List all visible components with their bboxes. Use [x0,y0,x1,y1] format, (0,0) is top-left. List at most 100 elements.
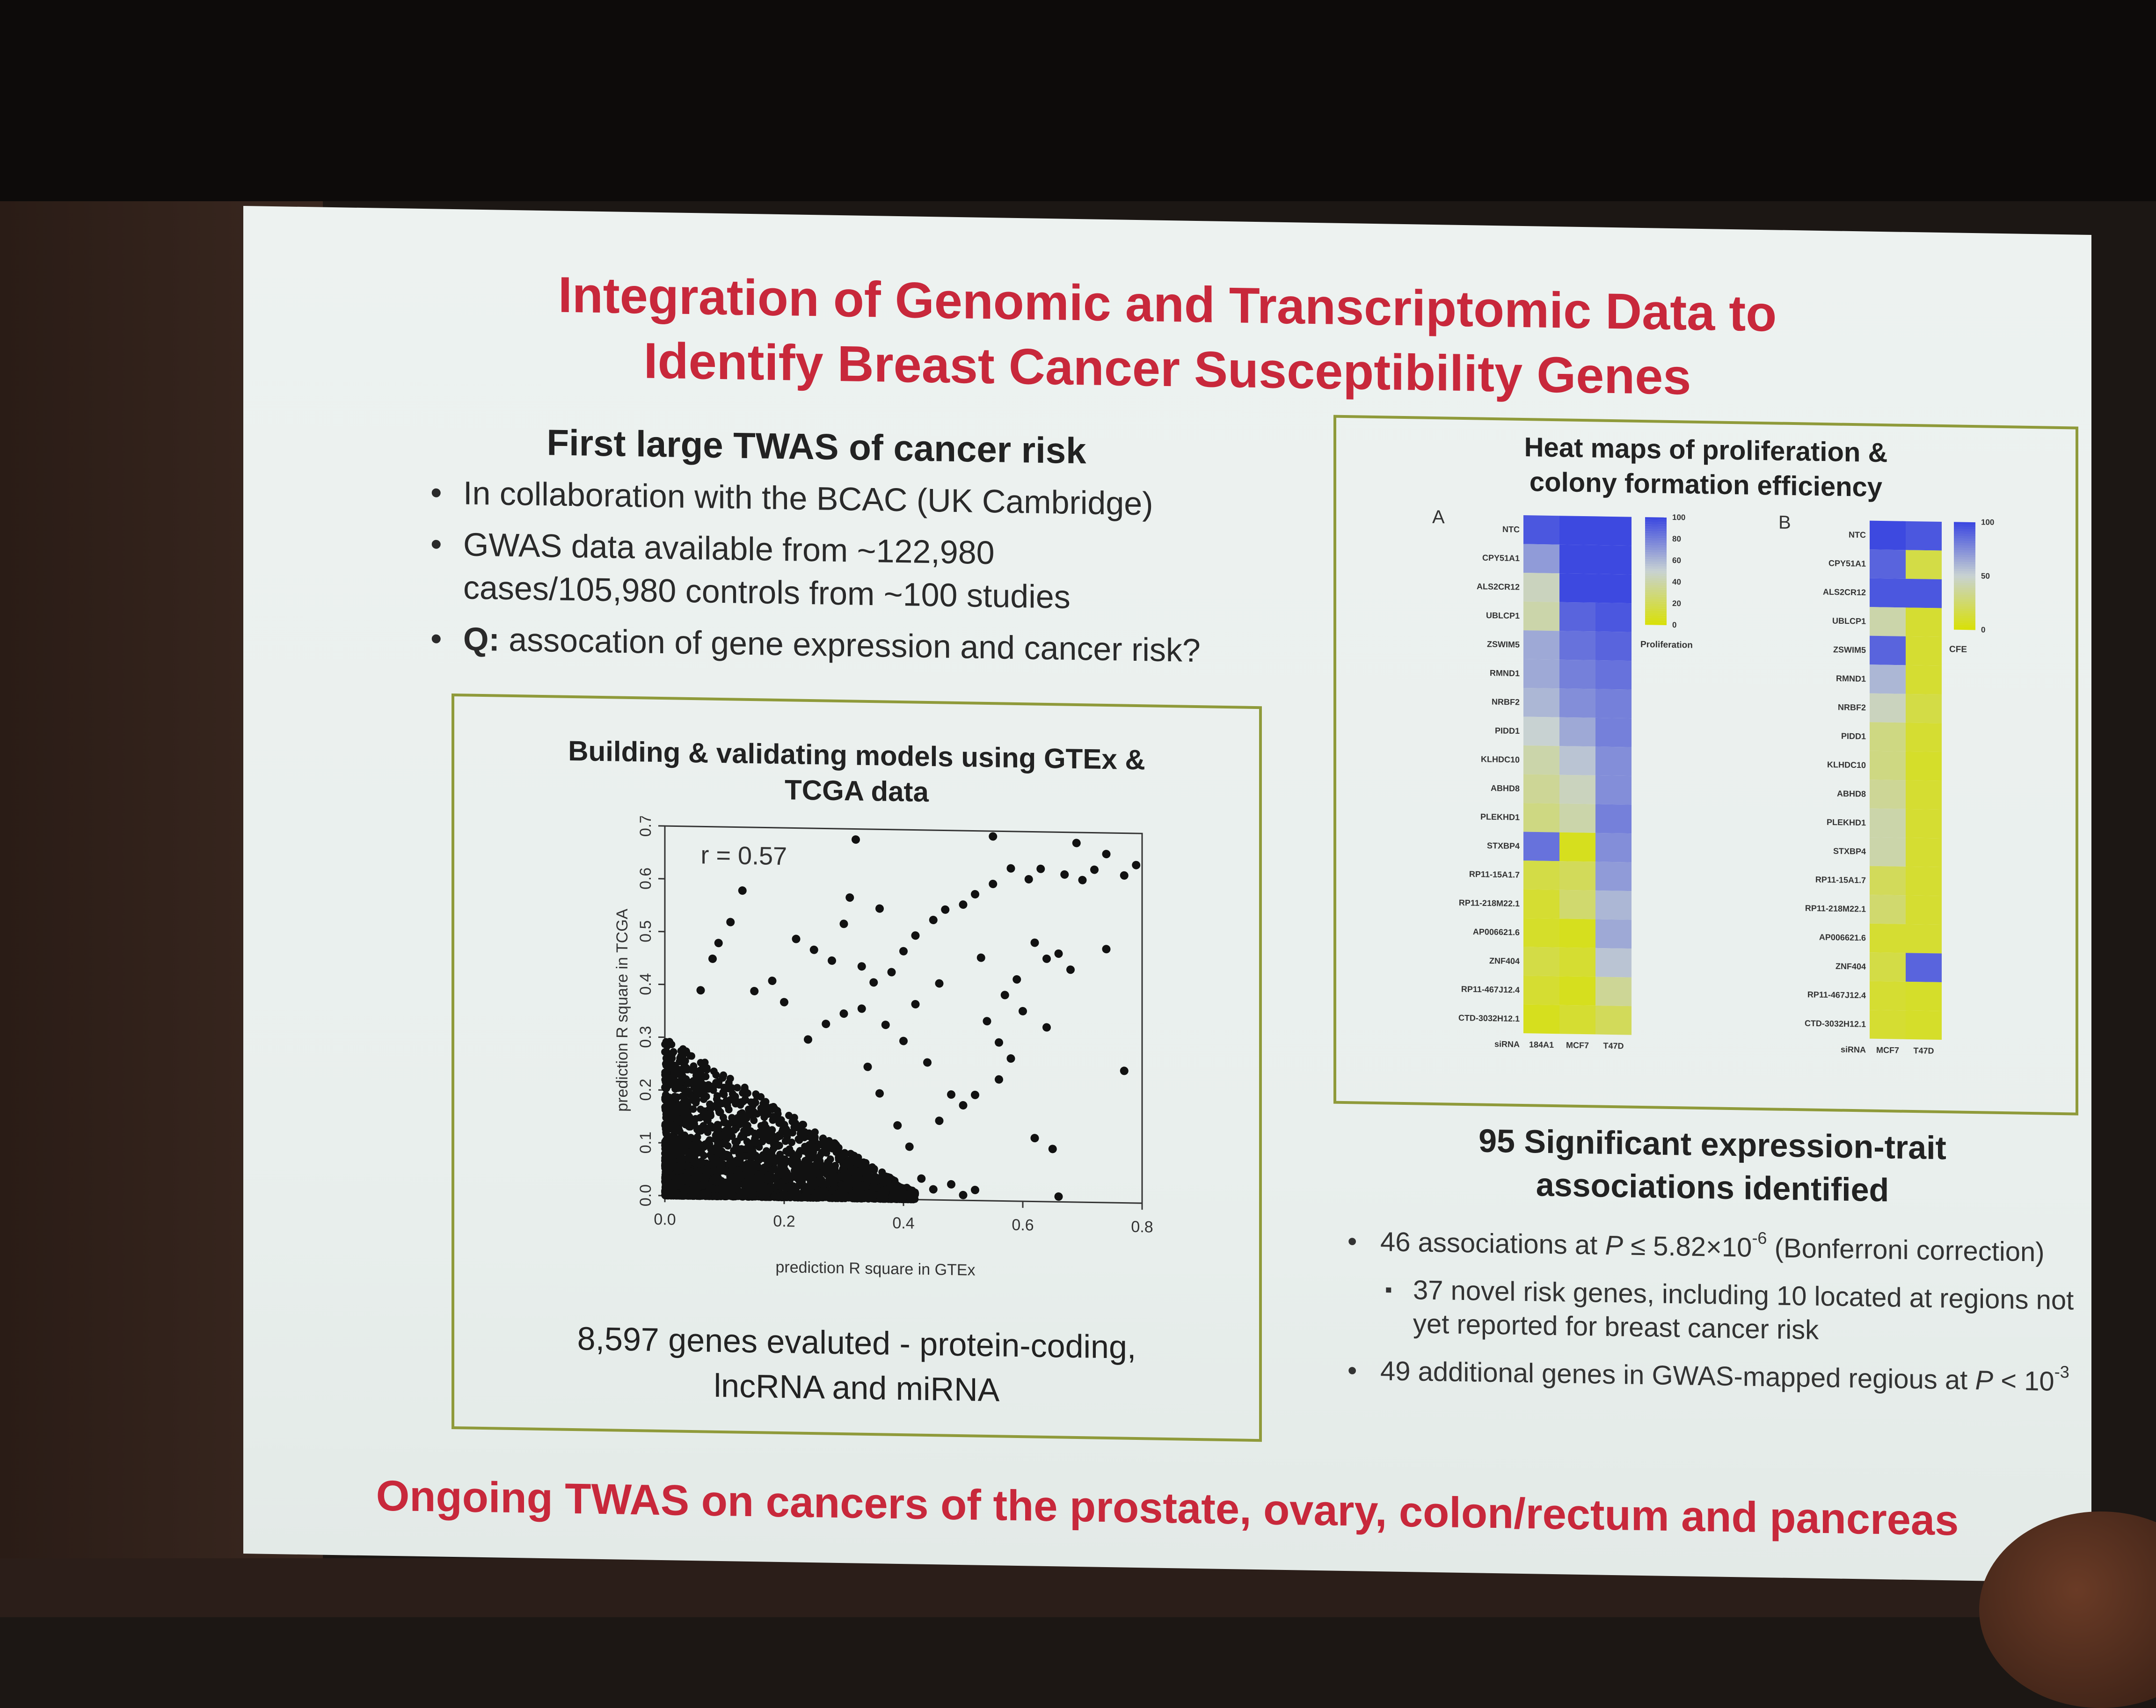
legend-segment [1954,533,1975,536]
legend-segment [1954,569,1975,571]
legend-segment [1954,615,1975,618]
heat-cell [1906,924,1942,954]
legend-segment [1954,562,1975,564]
y-axis-label: prediction R square in TCGA [613,908,631,1112]
scatter-point [780,998,788,1006]
heat-cell [1559,890,1595,920]
legend-segment [1954,522,1975,525]
gene-label: CPY51A1 [1828,558,1866,568]
heat-cell [1523,659,1559,688]
heat-cell [1559,602,1595,632]
heat-cell [1906,867,1942,896]
scatter-point [828,956,836,965]
heat-cell [1870,837,1906,867]
scatter-point [911,931,920,940]
scatter-point [899,947,908,956]
heat-cell [1595,919,1632,949]
left-bullets: In collaboration with the BCAC (UK Cambr… [421,471,1333,683]
heat-cell [1870,895,1906,924]
gene-label: PLEKHD1 [1827,818,1866,827]
scatter-point [858,962,866,971]
panel-letter: B [1778,512,1791,533]
scatter-point [989,880,997,888]
gene-label: CTD-3032H12.1 [1458,1013,1520,1023]
scatter-point [697,986,705,994]
scatter-point [959,1191,968,1199]
legend-segment [1954,559,1975,562]
heat-cell [1595,977,1632,1006]
scatter-point [1120,1066,1129,1075]
legend-segment [1954,540,1975,543]
legend-segment [1954,555,1975,557]
scatter-point [1025,875,1033,883]
heat-cell [1906,1010,1942,1040]
heat-cell [1523,889,1559,919]
legend-segment [1645,597,1667,599]
heat-cell [1595,660,1632,690]
legend-segment [1954,545,1975,548]
gene-label: CPY51A1 [1482,553,1520,563]
scatter-point [1078,876,1087,884]
b1-mid: ≤ 5.82×10 [1623,1230,1752,1263]
heat-cell [1523,544,1559,573]
legend-title: CFE [1949,644,1967,655]
bullet-collaboration-text: In collaboration with the BCAC (UK Cambr… [463,474,1153,522]
legend-segment [1954,620,1975,623]
b3-exp: -3 [2054,1362,2069,1382]
y-tick-label: 0.6 [637,867,655,890]
heat-cell [1523,1004,1559,1034]
x-tick-label: 0.6 [1012,1216,1034,1234]
heat-cell [1559,948,1595,977]
question-text: assocation of gene expression and cancer… [500,621,1201,669]
heat-cell [1870,607,1906,636]
legend-segment [1645,590,1667,592]
heat-cell [1559,573,1595,603]
legend-segment [1645,522,1667,525]
scatter-point [917,1174,925,1182]
heat-cell [1870,981,1906,1011]
legend-segment [1954,552,1975,555]
legend-segment [1645,585,1667,588]
heat-cell [1523,515,1559,545]
heat-cell [1559,717,1595,747]
heat-cell [1559,861,1595,890]
heat-cell [1523,630,1559,660]
siRNA-label: siRNA [1841,1045,1866,1055]
scatter-point [959,900,968,909]
heat-cell [1595,631,1632,661]
scatter-point [935,1117,944,1125]
gene-label: ZNF404 [1836,962,1866,971]
legend-segment [1954,627,1975,630]
heat-cell [1523,861,1559,890]
legend-segment [1645,622,1667,625]
question-label: Q: [463,620,500,657]
heat-cell [1595,833,1632,862]
heat-cell [1906,809,1942,839]
legend-segment [1954,625,1975,628]
heat-cell [1559,545,1595,574]
scatter-point [738,886,747,895]
scatter-footer: 8,597 genes evaluted - protein-coding, l… [454,1314,1259,1416]
legend-segment [1645,517,1667,520]
legend-segment [1954,566,1975,569]
heat-cell [1906,838,1942,867]
gene-label: UBLCP1 [1832,616,1866,626]
legend-segment [1954,543,1975,546]
scatter-point [899,1036,908,1045]
legend-segment [1954,538,1975,541]
scatter-point [1031,938,1039,947]
scatter-point [941,905,949,914]
projected-slide: Integration of Genomic and Transcriptomi… [243,206,2091,1583]
legend-segment [1645,608,1667,611]
heat-cell [1595,545,1632,575]
bullet-bonferroni: 46 associations at P ≤ 5.82×10-6 (Bonfer… [1343,1225,2087,1270]
column-label: MCF7 [1566,1040,1589,1050]
heat-cell [1870,952,1906,982]
gene-label: PLEKHD1 [1480,812,1520,822]
legend-segment [1645,580,1667,583]
scatter-point [1019,1007,1027,1015]
room-ceiling [0,0,2156,201]
legend-segment [1954,592,1975,595]
heat-cell [1595,1006,1632,1035]
